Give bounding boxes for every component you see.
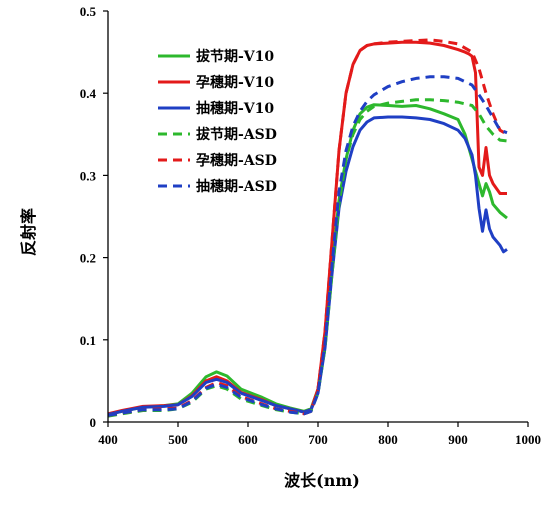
y-tick-label: 0.1 <box>80 333 96 348</box>
legend-label: 拔节期-ASD <box>196 126 277 143</box>
legend-label: 孕穗期-V10 <box>196 74 274 91</box>
x-tick-label: 800 <box>378 432 398 447</box>
x-tick-label: 1000 <box>515 432 541 447</box>
series-line-5 <box>107 38 508 417</box>
x-axis-title: 波长(nm) <box>284 471 360 490</box>
series-line-1 <box>107 103 508 417</box>
legend-label: 抽穗期-ASD <box>196 178 277 195</box>
series-line-3 <box>107 115 508 417</box>
x-tick-label: 500 <box>168 432 188 447</box>
legend-label: 抽穗期-V10 <box>196 100 274 117</box>
series-line-2 <box>107 40 507 416</box>
x-tick-label: 700 <box>308 432 328 447</box>
legend-label: 孕穗期-ASD <box>196 152 277 169</box>
x-tick-label: 900 <box>448 432 468 447</box>
plot-lines <box>107 38 508 418</box>
x-tick-label: 400 <box>98 432 118 447</box>
y-ticks: 0 0.1 0.2 0.3 0.4 0.5 <box>80 4 108 430</box>
series-line-4 <box>107 98 508 418</box>
y-tick-label: 0 <box>90 415 97 430</box>
y-tick-label: 0.3 <box>80 168 97 183</box>
x-tick-label: 600 <box>238 432 258 447</box>
y-axis-title: 反射率 <box>19 208 38 256</box>
series-line-6 <box>107 75 508 417</box>
y-tick-label: 0.4 <box>80 86 97 101</box>
y-tick-label: 0.5 <box>80 4 97 19</box>
legend-label: 拔节期-V10 <box>196 48 274 65</box>
y-tick-label: 0.2 <box>80 251 96 266</box>
legend: 拔节期-V10 孕穗期-V10 抽穗期-V10 拔节期-ASD 孕穗期-ASD 抽穗期-A… <box>158 48 277 195</box>
x-ticks: 400 500 600 700 800 900 1000 <box>98 422 541 447</box>
